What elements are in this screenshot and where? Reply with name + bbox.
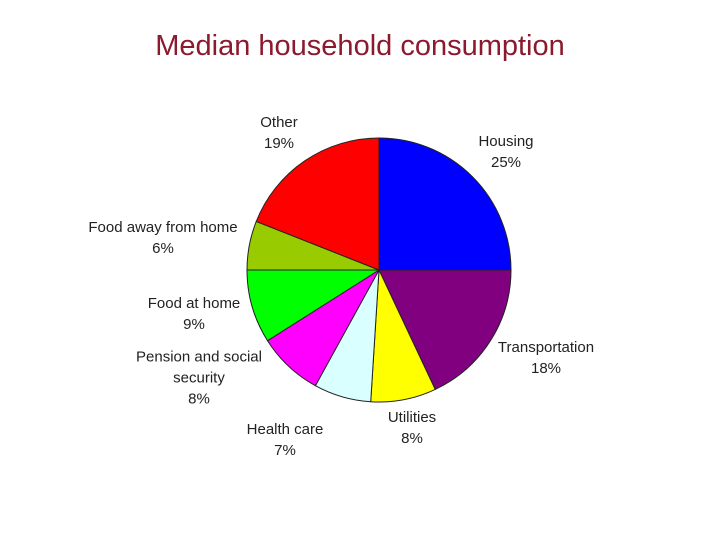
- value-label: 7%: [274, 442, 296, 459]
- value-label: 6%: [152, 240, 174, 257]
- slice-label: Food away from home 6%: [88, 217, 237, 259]
- category-label: Food away from home: [88, 219, 238, 236]
- category-label: Health care: [246, 421, 324, 438]
- category-label: Utilities: [387, 409, 437, 426]
- value-label: 18%: [530, 360, 562, 377]
- slice-label: Other 19%: [260, 112, 298, 154]
- value-label: 8%: [401, 430, 423, 447]
- slice-label: Utilities 8%: [388, 407, 436, 449]
- value-label: 19%: [263, 135, 295, 152]
- slice-label: Pension and social security 8%: [127, 347, 272, 410]
- value-label: 8%: [188, 390, 210, 408]
- category-label: Transportation: [497, 339, 595, 356]
- category-label: Housing: [478, 133, 534, 150]
- slice-label: Health care 7%: [247, 419, 324, 461]
- category-label: Other: [260, 114, 298, 131]
- chart-title: Median household consumption: [155, 30, 565, 62]
- pie-slice: [378, 137, 512, 271]
- value-label: 9%: [183, 316, 205, 333]
- slice-label: Transportation 18%: [498, 337, 594, 379]
- category-label: Pension and social security: [136, 348, 262, 387]
- pie-slice: [378, 269, 512, 391]
- pie-slice: [255, 137, 380, 271]
- category-label: Food at home: [147, 295, 241, 312]
- slice-label: Food at home 9%: [148, 293, 241, 335]
- slice-label: Housing 25%: [478, 131, 533, 173]
- value-label: 25%: [490, 154, 522, 171]
